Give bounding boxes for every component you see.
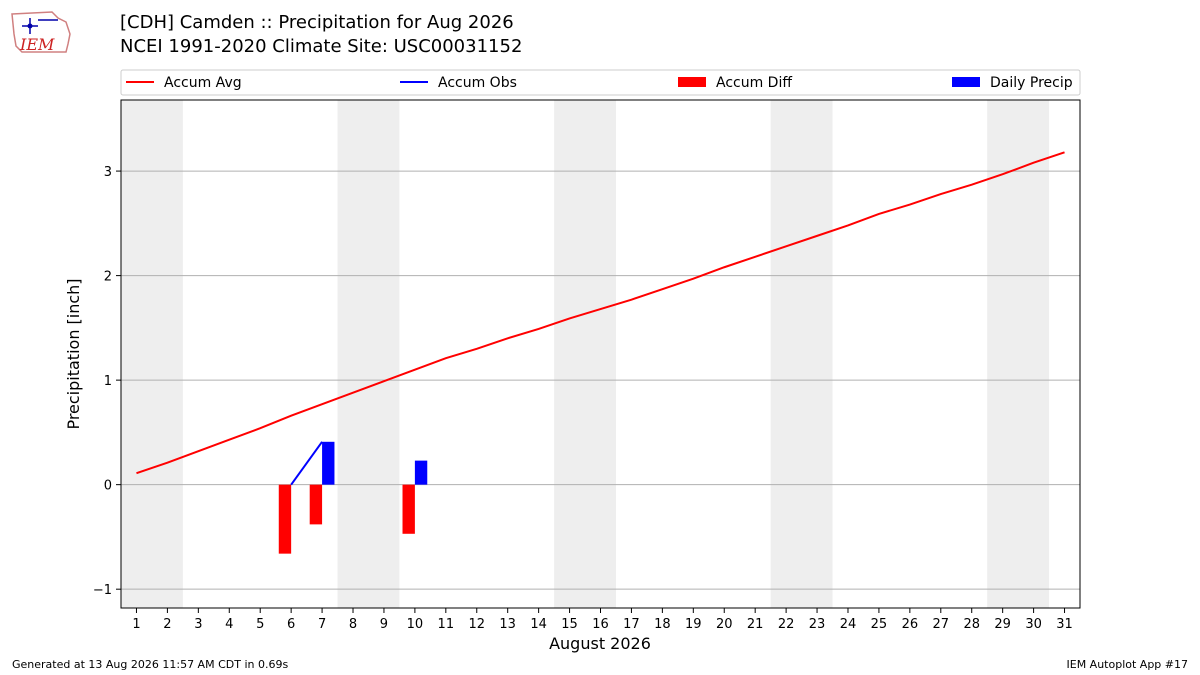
x-tick-label: 14 bbox=[530, 617, 547, 632]
y-tick-label: 2 bbox=[104, 270, 112, 285]
generated-timestamp: Generated at 13 Aug 2026 11:57 AM CDT in… bbox=[12, 658, 289, 671]
x-tick-label: 15 bbox=[561, 617, 578, 632]
x-tick-label: 26 bbox=[902, 617, 919, 632]
daily-precip-bar bbox=[322, 441, 335, 485]
x-tick-label: 4 bbox=[225, 617, 233, 632]
accum-avg-line bbox=[136, 151, 1065, 475]
x-tick-label: 27 bbox=[933, 617, 950, 632]
weekend-band bbox=[770, 100, 833, 608]
x-tick-label: 9 bbox=[380, 617, 388, 632]
x-tick-label: 20 bbox=[716, 617, 733, 632]
iem-logo: IEM bbox=[11, 11, 71, 54]
y-tick-label: −1 bbox=[93, 583, 112, 598]
x-tick-label: 23 bbox=[809, 617, 826, 632]
weekend-band bbox=[337, 100, 400, 608]
x-tick-label: 18 bbox=[654, 617, 671, 632]
legend-label: Accum Diff bbox=[716, 75, 792, 91]
y-tick-label: 0 bbox=[104, 479, 112, 494]
x-tick-label: 31 bbox=[1056, 617, 1073, 632]
x-tick-label: 25 bbox=[871, 617, 888, 632]
accum-diff-bar bbox=[278, 484, 292, 554]
x-tick-label: 30 bbox=[1025, 617, 1042, 632]
x-tick-label: 11 bbox=[438, 617, 455, 632]
x-tick-label: 21 bbox=[747, 617, 764, 632]
legend-box bbox=[120, 69, 1081, 96]
weekend-band bbox=[554, 100, 616, 608]
x-tick-label: 12 bbox=[468, 617, 485, 632]
y-tick-label: 1 bbox=[104, 374, 112, 389]
x-axis-label: August 2026 bbox=[549, 634, 651, 653]
x-tick-label: 8 bbox=[349, 617, 357, 632]
x-tick-label: 29 bbox=[994, 617, 1011, 632]
x-tick-label: 5 bbox=[256, 617, 264, 632]
x-tick-label: 2 bbox=[163, 617, 171, 632]
x-tick-label: 13 bbox=[499, 617, 516, 632]
legend-label: Daily Precip bbox=[990, 75, 1073, 91]
x-tick-label: 24 bbox=[840, 617, 857, 632]
legend-swatch bbox=[952, 77, 980, 87]
x-tick-label: 16 bbox=[592, 617, 609, 632]
legend-swatch bbox=[678, 77, 706, 87]
x-tick-label: 3 bbox=[194, 617, 202, 632]
x-tick-label: 6 bbox=[287, 617, 295, 632]
legend-label: Accum Avg bbox=[164, 75, 242, 91]
x-tick-label: 10 bbox=[407, 617, 424, 632]
legend-label: Accum Obs bbox=[438, 75, 517, 91]
accum-diff-bar bbox=[309, 484, 323, 525]
x-tick-label: 28 bbox=[963, 617, 980, 632]
chart-title: [CDH] Camden :: Precipitation for Aug 20… bbox=[120, 12, 514, 33]
accum-diff-bar bbox=[402, 484, 415, 534]
y-axis-label: Precipitation [inch] bbox=[64, 278, 83, 429]
accum-obs-line bbox=[290, 441, 323, 486]
logo-text: IEM bbox=[19, 35, 55, 54]
daily-precip-bar bbox=[414, 460, 428, 485]
y-tick-label: 3 bbox=[104, 165, 112, 180]
app-credit: IEM Autoplot App #17 bbox=[1066, 658, 1189, 671]
weekend-band bbox=[987, 100, 1050, 608]
x-tick-label: 22 bbox=[778, 617, 795, 632]
x-tick-label: 1 bbox=[132, 617, 140, 632]
x-tick-label: 17 bbox=[623, 617, 640, 632]
x-tick-label: 7 bbox=[318, 617, 326, 632]
weekend-band bbox=[121, 100, 183, 608]
x-tick-label: 19 bbox=[685, 617, 702, 632]
chart-subtitle: NCEI 1991-2020 Climate Site: USC00031152 bbox=[120, 36, 523, 57]
